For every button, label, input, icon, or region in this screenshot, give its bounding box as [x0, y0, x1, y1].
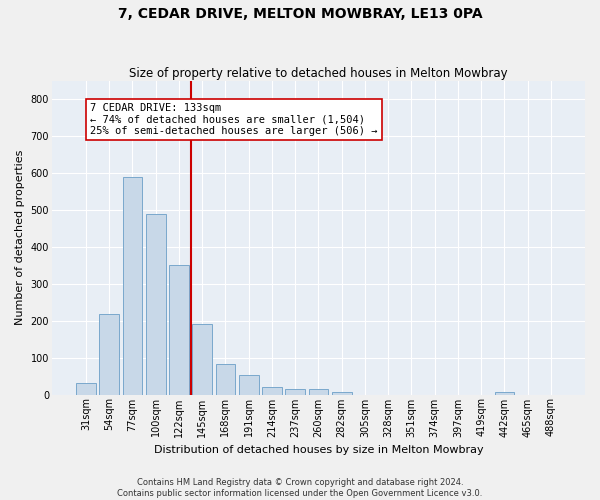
Text: 7 CEDAR DRIVE: 133sqm
← 74% of detached houses are smaller (1,504)
25% of semi-d: 7 CEDAR DRIVE: 133sqm ← 74% of detached … [90, 103, 377, 136]
Bar [100, 314, 119, 394]
Bar [262, 387, 282, 394]
Bar [215, 364, 235, 394]
X-axis label: Distribution of detached houses by size in Melton Mowbray: Distribution of detached houses by size … [154, 445, 483, 455]
Bar [285, 389, 305, 394]
Bar [169, 266, 189, 394]
Y-axis label: Number of detached properties: Number of detached properties [15, 150, 25, 326]
Bar [122, 176, 142, 394]
Bar [146, 214, 166, 394]
Bar [308, 389, 328, 394]
Title: Size of property relative to detached houses in Melton Mowbray: Size of property relative to detached ho… [129, 66, 508, 80]
Text: Contains HM Land Registry data © Crown copyright and database right 2024.
Contai: Contains HM Land Registry data © Crown c… [118, 478, 482, 498]
Bar [332, 392, 352, 394]
Bar [494, 392, 514, 394]
Bar [239, 376, 259, 394]
Text: 7, CEDAR DRIVE, MELTON MOWBRAY, LE13 0PA: 7, CEDAR DRIVE, MELTON MOWBRAY, LE13 0PA [118, 8, 482, 22]
Bar [76, 384, 96, 394]
Bar [193, 324, 212, 394]
